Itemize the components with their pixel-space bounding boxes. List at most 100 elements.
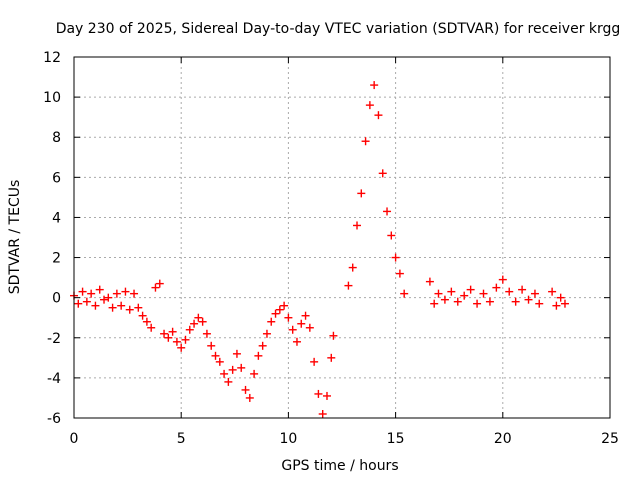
plot-frame bbox=[73, 56, 611, 419]
data-point bbox=[267, 317, 276, 326]
data-point bbox=[365, 101, 374, 110]
y-tick-label: 4 bbox=[52, 210, 61, 226]
data-point bbox=[357, 189, 366, 198]
y-tick-label: 6 bbox=[52, 170, 61, 186]
data-point bbox=[344, 281, 353, 290]
data-point bbox=[168, 327, 177, 336]
data-point bbox=[425, 277, 434, 286]
data-point bbox=[237, 363, 246, 372]
x-tick-label: 20 bbox=[494, 431, 512, 447]
data-point bbox=[134, 303, 143, 312]
data-point bbox=[271, 309, 280, 318]
data-point bbox=[177, 343, 186, 352]
data-point bbox=[258, 341, 267, 350]
data-point bbox=[280, 301, 289, 310]
data-point bbox=[440, 295, 449, 304]
data-point bbox=[361, 137, 370, 146]
data-point bbox=[511, 297, 520, 306]
data-point bbox=[284, 313, 293, 322]
data-point bbox=[430, 299, 439, 308]
data-point bbox=[297, 319, 306, 328]
data-point bbox=[524, 295, 533, 304]
data-point bbox=[560, 299, 569, 308]
y-tick-label: 8 bbox=[52, 130, 61, 146]
data-point bbox=[198, 317, 207, 326]
y-tick-label: 0 bbox=[52, 291, 61, 307]
chart-title: Day 230 of 2025, Sidereal Day-to-day VTE… bbox=[56, 21, 621, 37]
data-point bbox=[232, 349, 241, 358]
data-point bbox=[383, 207, 392, 216]
data-point bbox=[466, 285, 475, 294]
data-point bbox=[160, 329, 169, 338]
data-point bbox=[498, 275, 507, 284]
data-point bbox=[370, 81, 379, 90]
data-point bbox=[121, 287, 130, 296]
data-point bbox=[378, 169, 387, 178]
data-point bbox=[535, 299, 544, 308]
data-point bbox=[181, 335, 190, 344]
data-point bbox=[374, 111, 383, 120]
data-point bbox=[505, 287, 514, 296]
data-point bbox=[117, 301, 126, 310]
data-point bbox=[473, 299, 482, 308]
data-point bbox=[322, 391, 331, 400]
x-tick-label: 15 bbox=[387, 431, 405, 447]
data-point bbox=[112, 289, 121, 298]
data-point bbox=[479, 289, 488, 298]
data-point bbox=[556, 293, 565, 302]
data-point bbox=[318, 409, 327, 418]
data-point bbox=[224, 377, 233, 386]
data-point bbox=[305, 323, 314, 332]
data-point bbox=[78, 287, 87, 296]
data-point bbox=[228, 365, 237, 374]
data-point bbox=[211, 351, 220, 360]
data-point bbox=[207, 341, 216, 350]
grid bbox=[74, 57, 610, 418]
data-point bbox=[492, 283, 501, 292]
data-point bbox=[95, 285, 104, 294]
data-point bbox=[292, 337, 301, 346]
data-point bbox=[155, 279, 164, 288]
x-tick-label: 25 bbox=[601, 431, 619, 447]
data-point bbox=[172, 337, 181, 346]
data-point bbox=[400, 289, 409, 298]
data-layer bbox=[70, 81, 569, 418]
x-axis-label: GPS time / hours bbox=[281, 458, 398, 474]
data-point bbox=[301, 311, 310, 320]
data-point bbox=[194, 313, 203, 322]
data-point bbox=[142, 317, 151, 326]
data-point bbox=[104, 293, 113, 302]
ticks: 0 5 10 15 20 25 -6 -4 -2 0 2 4 6 8 10 12 bbox=[43, 50, 619, 447]
y-tick-label: -6 bbox=[47, 411, 61, 427]
data-point bbox=[215, 357, 224, 366]
data-point bbox=[530, 289, 539, 298]
data-point bbox=[314, 389, 323, 398]
y-tick-label: -4 bbox=[47, 371, 61, 387]
data-point bbox=[434, 289, 443, 298]
y-axis-label: SDTVAR / TECUs bbox=[7, 180, 23, 295]
data-point bbox=[241, 385, 250, 394]
y-tick-label: -2 bbox=[47, 331, 61, 347]
data-point bbox=[391, 253, 400, 262]
x-tick-label: 5 bbox=[177, 431, 186, 447]
data-point bbox=[395, 269, 404, 278]
data-point bbox=[348, 263, 357, 272]
x-tick-label: 0 bbox=[70, 431, 79, 447]
data-point bbox=[447, 287, 456, 296]
data-point bbox=[329, 331, 338, 340]
data-point bbox=[548, 287, 557, 296]
data-point bbox=[327, 353, 336, 362]
data-point bbox=[275, 305, 284, 314]
data-point bbox=[453, 297, 462, 306]
y-tick-label: 10 bbox=[43, 90, 61, 106]
data-point bbox=[460, 291, 469, 300]
data-point bbox=[82, 297, 91, 306]
data-point bbox=[100, 295, 109, 304]
data-point bbox=[552, 301, 561, 310]
data-point bbox=[138, 311, 147, 320]
data-point bbox=[151, 283, 160, 292]
data-point bbox=[147, 323, 156, 332]
data-point bbox=[87, 289, 96, 298]
data-point bbox=[220, 369, 229, 378]
